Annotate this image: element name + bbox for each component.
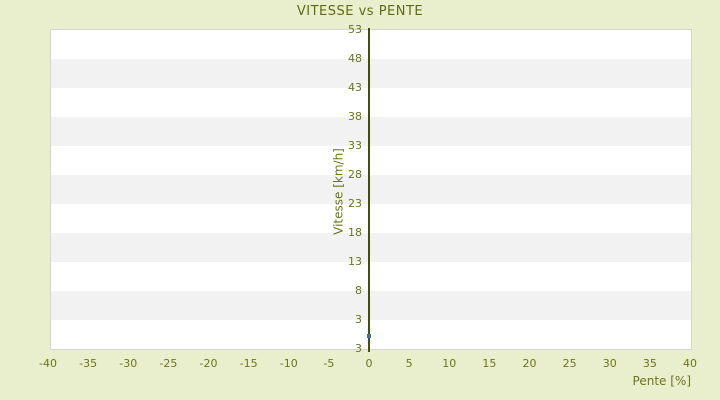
x-tick-label: -25 <box>159 357 178 370</box>
grid-band <box>51 291 691 320</box>
grid-band <box>51 88 691 117</box>
x-tick-label: 40 <box>683 357 697 370</box>
y-axis-title: Vitesse [km/h] <box>331 148 346 235</box>
y-tick-label: 48 <box>348 52 362 65</box>
grid-band <box>51 204 691 233</box>
x-tick-label: -15 <box>239 357 258 370</box>
y-tick-label: 23 <box>348 197 362 210</box>
grid-band <box>51 146 691 175</box>
grid-band <box>51 320 691 349</box>
x-tick-label: 30 <box>602 357 617 370</box>
x-tick-label: -40 <box>39 357 57 370</box>
x-tick-label: -5 <box>323 357 335 370</box>
x-tick-label: 0 <box>365 357 373 370</box>
x-tick-label: 10 <box>442 357 457 370</box>
x-tick-label: 15 <box>482 357 497 370</box>
y-tick-label: 3 <box>355 313 362 326</box>
chart-title: VITESSE vs PENTE <box>296 4 424 19</box>
x-tick-label: -20 <box>199 357 218 370</box>
x-tick-label: 25 <box>562 357 577 370</box>
y-tick-label: 28 <box>348 168 362 181</box>
grid-band <box>51 59 691 88</box>
y-axis-line <box>368 28 370 352</box>
y-tick-label: 38 <box>348 110 362 123</box>
grid-band <box>51 175 691 204</box>
x-tick-label: -35 <box>79 357 98 370</box>
x-tick-label: -10 <box>279 357 298 370</box>
x-axis-title: Pente [%] <box>632 374 691 388</box>
x-tick-label: 35 <box>642 357 657 370</box>
x-tick-label: -30 <box>119 357 138 370</box>
y-tick-label: 43 <box>348 81 362 94</box>
y-tick-label: 8 <box>355 284 362 297</box>
x-tick-label: 5 <box>405 357 413 370</box>
grid-band <box>51 117 691 146</box>
y-tick-label: 33 <box>348 139 362 152</box>
y-tick-label: 18 <box>348 226 362 239</box>
grid-band <box>51 30 691 59</box>
data-point <box>367 333 371 338</box>
plot-area <box>51 30 691 349</box>
x-tick-label: 20 <box>522 357 537 370</box>
y-tick-label: 13 <box>348 255 362 268</box>
grid-band <box>51 233 691 262</box>
y-tick-label: 3 <box>355 342 362 355</box>
y-tick-label: 53 <box>348 23 362 36</box>
grid-band <box>51 262 691 291</box>
